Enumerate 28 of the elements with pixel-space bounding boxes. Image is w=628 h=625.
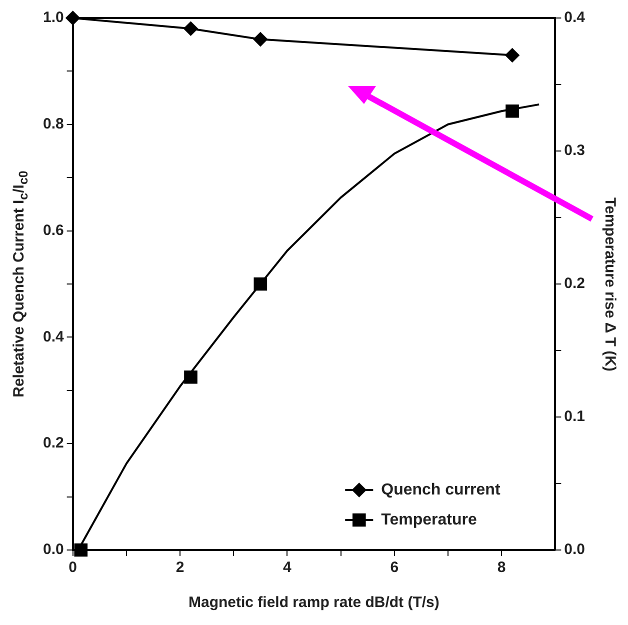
y2-tick-label: 0.0	[564, 541, 586, 558]
y-tick-label: 0.6	[42, 222, 64, 239]
point	[184, 22, 198, 36]
x-tick-label: 0	[68, 559, 78, 576]
y2-tick-label: 0.3	[564, 142, 586, 160]
point	[74, 543, 88, 557]
y2-tick-label: 0.1	[564, 408, 586, 426]
x-tick-label: 2	[176, 559, 184, 576]
legend-label: Temperature	[381, 511, 477, 528]
y2-axis-title: Temperature rise Δ T (K)	[601, 197, 618, 371]
x-tick-label: 8	[497, 559, 506, 576]
legend-label: Quench current	[381, 481, 501, 498]
text: 0.0	[42, 541, 64, 558]
y-tick-label: 0.4	[42, 328, 64, 346]
y-tick-label: 0.8	[42, 116, 64, 133]
y-tick-label: 1.0	[42, 9, 64, 26]
y-tick-label: 0.2	[42, 434, 64, 452]
point	[505, 48, 520, 62]
x-tick-label: 4	[283, 559, 292, 576]
point	[254, 277, 268, 291]
x-tick-label: 6	[390, 559, 399, 576]
point	[66, 11, 80, 25]
point	[506, 104, 519, 118]
y2-tick-label: 0.4	[564, 9, 586, 26]
y2-tick-label: 0.2	[564, 275, 586, 292]
x-axis-title: Magnetic field ramp rate dB/dt (T/s)	[188, 594, 440, 611]
point	[253, 32, 268, 46]
point	[184, 370, 198, 384]
